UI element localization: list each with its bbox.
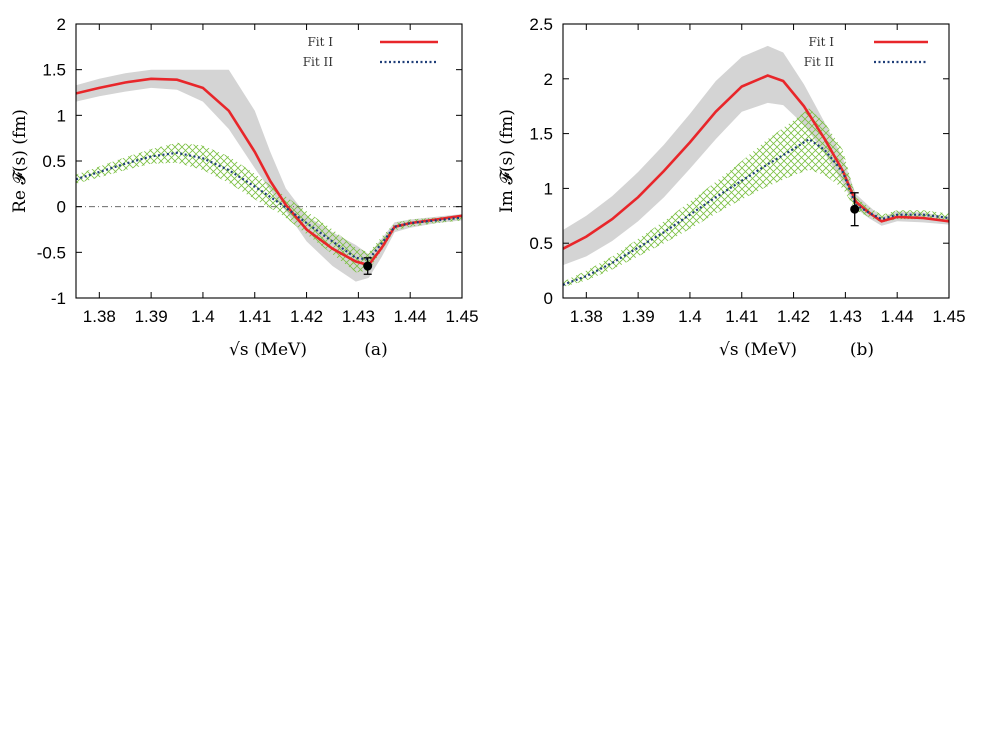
panel-b-ytick-label: 1 bbox=[544, 179, 553, 198]
panel-a-ytick-label: 1.5 bbox=[42, 61, 66, 80]
panel-a-xtick-label: 1.4 bbox=[191, 307, 215, 326]
panel-b-ytick-label: 0.5 bbox=[529, 234, 553, 253]
panel-a-xtick-label: 1.42 bbox=[290, 307, 323, 326]
panel-b-data-marker bbox=[850, 204, 860, 214]
panel-a-ytick-label: 1 bbox=[57, 106, 66, 125]
panel-a-xlabel: √s (MeV) bbox=[229, 340, 307, 360]
panel-b-ytick-label: 1.5 bbox=[529, 125, 553, 144]
panel-a-legend: Fit I Fit II bbox=[303, 35, 438, 69]
panel-b-fit1-band bbox=[563, 45, 949, 266]
panel-b-xlabel: √s (MeV) bbox=[719, 340, 797, 360]
panel-a-xtick-label: 1.44 bbox=[394, 307, 427, 326]
panel-a-fit1-band bbox=[76, 69, 462, 282]
panel-a-xtick-label: 1.45 bbox=[445, 307, 478, 326]
panel-a-legend-fit1-label: Fit I bbox=[307, 35, 333, 49]
panel-a-xtick-label: 1.43 bbox=[342, 307, 375, 326]
panel-b-xticks: 1.38 1.39 1.4 1.41 1.42 1.43 1.44 1.45 bbox=[570, 24, 966, 326]
panel-b-ylabel: Im 𝓕(s) (fm) bbox=[497, 109, 517, 213]
panel-b-ytick-label: 0 bbox=[544, 289, 553, 308]
panel-a-yticks: -1 -0.5 0 0.5 1 1.5 2 bbox=[37, 15, 462, 308]
panel-a-ylabel: Re 𝓕(s) (fm) bbox=[10, 109, 30, 213]
panel-a-ytick-label: 0 bbox=[57, 198, 66, 217]
panel-b-label: (b) bbox=[850, 340, 874, 360]
panel-a-ytick-label: 2 bbox=[57, 15, 66, 34]
panel-b-fit1-line bbox=[563, 74, 949, 250]
panel-b-xtick-label: 1.42 bbox=[777, 307, 810, 326]
panel-b-legend-fit2-label: Fit II bbox=[804, 55, 835, 69]
panel-b-xtick-label: 1.4 bbox=[678, 307, 702, 326]
panel-a-label: (a) bbox=[364, 340, 387, 360]
panel-a-xtick-label: 1.38 bbox=[83, 307, 116, 326]
panel-b-legend-fit1-label: Fit I bbox=[808, 35, 834, 49]
panel-a-plot-area bbox=[76, 69, 462, 282]
panel-b-data-point bbox=[850, 192, 860, 227]
panel-a-xtick-label: 1.39 bbox=[135, 307, 168, 326]
panel-a-data-marker bbox=[363, 261, 373, 271]
panel-a-ytick-label: -1 bbox=[51, 289, 66, 308]
panel-a-ytick-label: -0.5 bbox=[37, 243, 66, 262]
panel-b-legend: Fit I Fit II bbox=[804, 35, 928, 69]
panel-b-xtick-label: 1.39 bbox=[622, 307, 655, 326]
panel-a-xtick-label: 1.41 bbox=[238, 307, 271, 326]
panel-b-plot-area bbox=[563, 45, 949, 288]
panel-b-xtick-label: 1.43 bbox=[829, 307, 862, 326]
panel-b-xtick-label: 1.44 bbox=[881, 307, 914, 326]
panel-b-fit2-band bbox=[563, 108, 949, 288]
chart-panel-b: 1.38 1.39 1.4 1.41 1.42 1.43 1.44 1.45 0 0.5 1 1.5… bbox=[497, 15, 966, 360]
panel-b-xtick-label: 1.45 bbox=[932, 307, 965, 326]
panel-a-data-point bbox=[363, 257, 373, 275]
panel-b-xtick-label: 1.38 bbox=[570, 307, 603, 326]
panel-b-ytick-label: 2.5 bbox=[529, 15, 553, 34]
panel-b-yticks: 0 0.5 1 1.5 2 2.5 bbox=[529, 15, 949, 308]
panel-b-frame bbox=[562, 23, 950, 299]
panel-b-xtick-label: 1.41 bbox=[725, 307, 758, 326]
panel-a-legend-fit2-label: Fit II bbox=[303, 55, 334, 69]
panel-a-ytick-label: 0.5 bbox=[42, 152, 66, 171]
panel-b-ytick-label: 2 bbox=[544, 70, 553, 89]
chart-panel-a: 1.38 1.39 1.4 1.41 1.42 1.43 1.44 1.45 -1 -0.5 0 0… bbox=[10, 15, 479, 360]
panel-a-xticks: 1.38 1.39 1.4 1.41 1.42 1.43 1.44 1.45 bbox=[83, 24, 479, 326]
panel-a-fit1-line bbox=[76, 77, 462, 267]
